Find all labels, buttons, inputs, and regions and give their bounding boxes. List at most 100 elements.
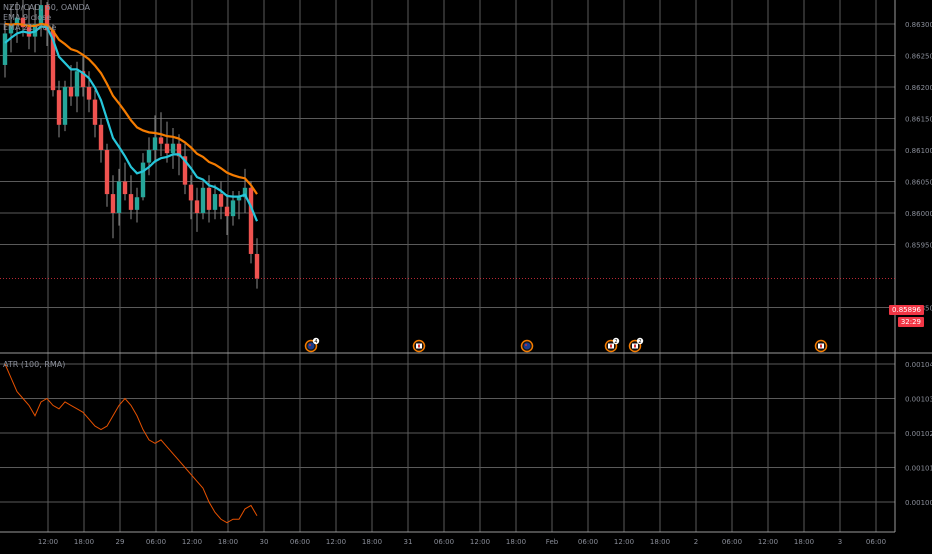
flag-ca-leaf [820,344,822,348]
time-tick-label: 06:00 [290,538,310,546]
time-tick-label: 12:00 [182,538,202,546]
candle-body [170,143,176,154]
candle-body [248,187,254,254]
grid-lines [0,0,895,532]
price-tick-label: 0.86150 [905,116,932,124]
time-tick-label: 3 [838,538,842,546]
time-tick-label: 06:00 [434,538,454,546]
candle-body [230,200,236,217]
time-tick-label: 12:00 [470,538,490,546]
candle-body [134,197,140,210]
atr-tick-label: 0.00101 [905,465,932,473]
candle-body [56,90,62,125]
candle-body [116,181,122,213]
price-tick-label: 0.86300 [905,21,932,29]
time-tick-label: 12:00 [614,538,634,546]
time-tick-label: 06:00 [578,538,598,546]
flag-nz-star [525,344,527,346]
candle-body [176,143,182,157]
atr-tick-label: 0.00102 [905,430,932,438]
price-tick-label: 0.86000 [905,210,932,218]
atr-legend[interactable]: ATR (100, RMA) [3,360,65,369]
candle-body [140,162,146,198]
ema-fast-legend[interactable]: EMA 9 close [3,13,52,22]
candle-body [206,187,212,210]
ema-slow-legend[interactable]: EMA 21 close [3,23,57,32]
event-badge [636,337,644,345]
candle-body [122,181,128,195]
countdown-tag: 32:29 [897,317,924,327]
main-legend: NZD/CAD, 60, OANDA EMA 9 close EMA 21 cl… [3,3,90,33]
time-tick-label: 12:00 [326,538,346,546]
candle-body [242,187,248,198]
candle-body [20,17,26,28]
candle-body [98,124,104,150]
candle-body [200,187,206,213]
event-badge [312,337,320,345]
time-axis-labels: 12:00 18:00 29 06:00 12:00 18:00 30 06:00 12:00 1… [38,538,886,546]
symbol-legend[interactable]: NZD/CAD, 60, OANDA [3,3,90,12]
time-tick-label: 18:00 [74,538,94,546]
time-tick-label: 06:00 [146,538,166,546]
event-badge-count: 2 [614,339,617,345]
price-tick-label: 0.86050 [905,179,932,187]
candle-body [86,87,92,100]
time-tick-label: 30 [260,538,269,546]
time-tick-label: 18:00 [794,538,814,546]
candle-body [182,156,188,185]
candle-body [62,87,68,125]
candle-body [110,194,116,213]
event-badge-count: 2 [638,339,641,345]
ema-slow-line [4,22,258,195]
price-tick-label: 0.85950 [905,242,932,250]
time-tick-label: 06:00 [722,538,742,546]
time-tick-label: 18:00 [506,538,526,546]
candle-body [212,194,218,210]
candle-body [14,17,20,24]
price-tick-label: 0.86100 [905,147,932,155]
event-markers: 4 2 2 [304,337,828,353]
candle-body [194,200,200,213]
candle-body [44,5,50,31]
candle-body [2,33,8,65]
candle-body [104,150,110,195]
candle-body [80,71,86,87]
time-tick-label: 31 [404,538,413,546]
atr-tick-label: 0.00104 [905,361,932,369]
flag-nz-icon [307,342,315,350]
flag-nz-star [309,344,311,346]
atr-tick-label: 0.00103 [905,396,932,404]
candle-body [8,24,14,34]
candle-body [254,253,260,279]
ema-fast-line [4,25,259,222]
candle-body [152,137,158,150]
price-tick-label: 0.86250 [905,53,932,61]
candle-body [224,206,230,217]
time-tick-label: Feb [546,538,559,546]
candle-body [74,71,80,97]
time-tick-label: 06:00 [866,538,886,546]
time-tick-label: 18:00 [650,538,670,546]
candle-body [50,30,56,91]
time-tick-label: 2 [694,538,698,546]
price-tick-label: 0.86200 [905,84,932,92]
candle-body [146,150,152,163]
candle-body [218,194,224,207]
last-price-tag: 0.85896 [889,305,924,315]
candle-body [38,5,44,24]
flag-nz-icon [523,342,531,350]
time-tick-label: 12:00 [38,538,58,546]
event-badge [612,337,620,345]
time-tick-label: 12:00 [758,538,778,546]
candle-body [92,99,98,125]
candle-body [236,197,242,201]
candle-body [164,143,170,154]
candle-body [68,87,74,97]
time-tick-label: 18:00 [362,538,382,546]
flag-ca-leaf [610,344,612,348]
flag-ca-leaf [634,344,636,348]
candle-body [158,137,164,144]
